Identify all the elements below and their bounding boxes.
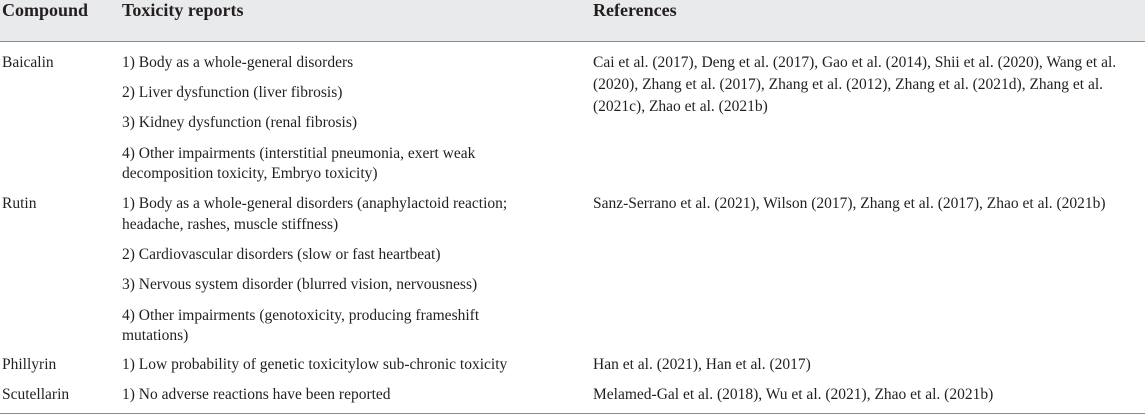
- compound-cell: Baicalin: [2, 54, 54, 71]
- reference-line: Cai et al. (2017), Deng et al. (2017), G…: [593, 54, 1117, 71]
- report-line: 3) Nervous system disorder (blurred visi…: [122, 276, 478, 293]
- report-line: 1) Body as a whole-general disorders: [122, 54, 354, 71]
- compound-cell: Rutin: [2, 195, 37, 212]
- header-toxicity-reports: Toxicity reports: [122, 0, 244, 20]
- table-header-band: [0, 0, 1145, 41]
- reference-line: (2021c), Zhao et al. (2021b): [593, 98, 768, 115]
- reference-line: Sanz-Serrano et al. (2021), Wilson (2017…: [593, 195, 1106, 212]
- report-line: 4) Other impairments (interstitial pneum…: [122, 145, 476, 162]
- reference-line: (2020), Zhang et al. (2017), Zhang et al…: [593, 76, 1104, 93]
- report-line: 1) No adverse reactions have been report…: [122, 386, 391, 403]
- reference-line: Han et al. (2021), Han et al. (2017): [593, 356, 811, 373]
- reference-line: Melamed-Gal et al. (2018), Wu et al. (20…: [593, 386, 994, 403]
- header-references: References: [593, 0, 677, 20]
- report-line: headache, rashes, muscle stiffness): [122, 216, 339, 233]
- compound-cell: Scutellarin: [2, 386, 70, 403]
- report-line: 1) Low probability of genetic toxicitylo…: [122, 356, 508, 373]
- report-line: decomposition toxicity, Embryo toxicity): [122, 165, 378, 182]
- report-line: mutations): [122, 327, 189, 344]
- compound-cell: Phillyrin: [2, 356, 57, 373]
- report-line: 3) Kidney dysfunction (renal fibrosis): [122, 114, 358, 131]
- header-rule: [0, 41, 1145, 42]
- header-compound: Compound: [2, 0, 89, 20]
- report-line: 2) Liver dysfunction (liver fibrosis): [122, 84, 343, 101]
- report-line: 1) Body as a whole-general disorders (an…: [122, 195, 508, 212]
- report-line: 2) Cardiovascular disorders (slow or fas…: [122, 246, 441, 263]
- report-line: 4) Other impairments (genotoxicity, prod…: [122, 307, 480, 324]
- bottom-rule: [0, 413, 1145, 414]
